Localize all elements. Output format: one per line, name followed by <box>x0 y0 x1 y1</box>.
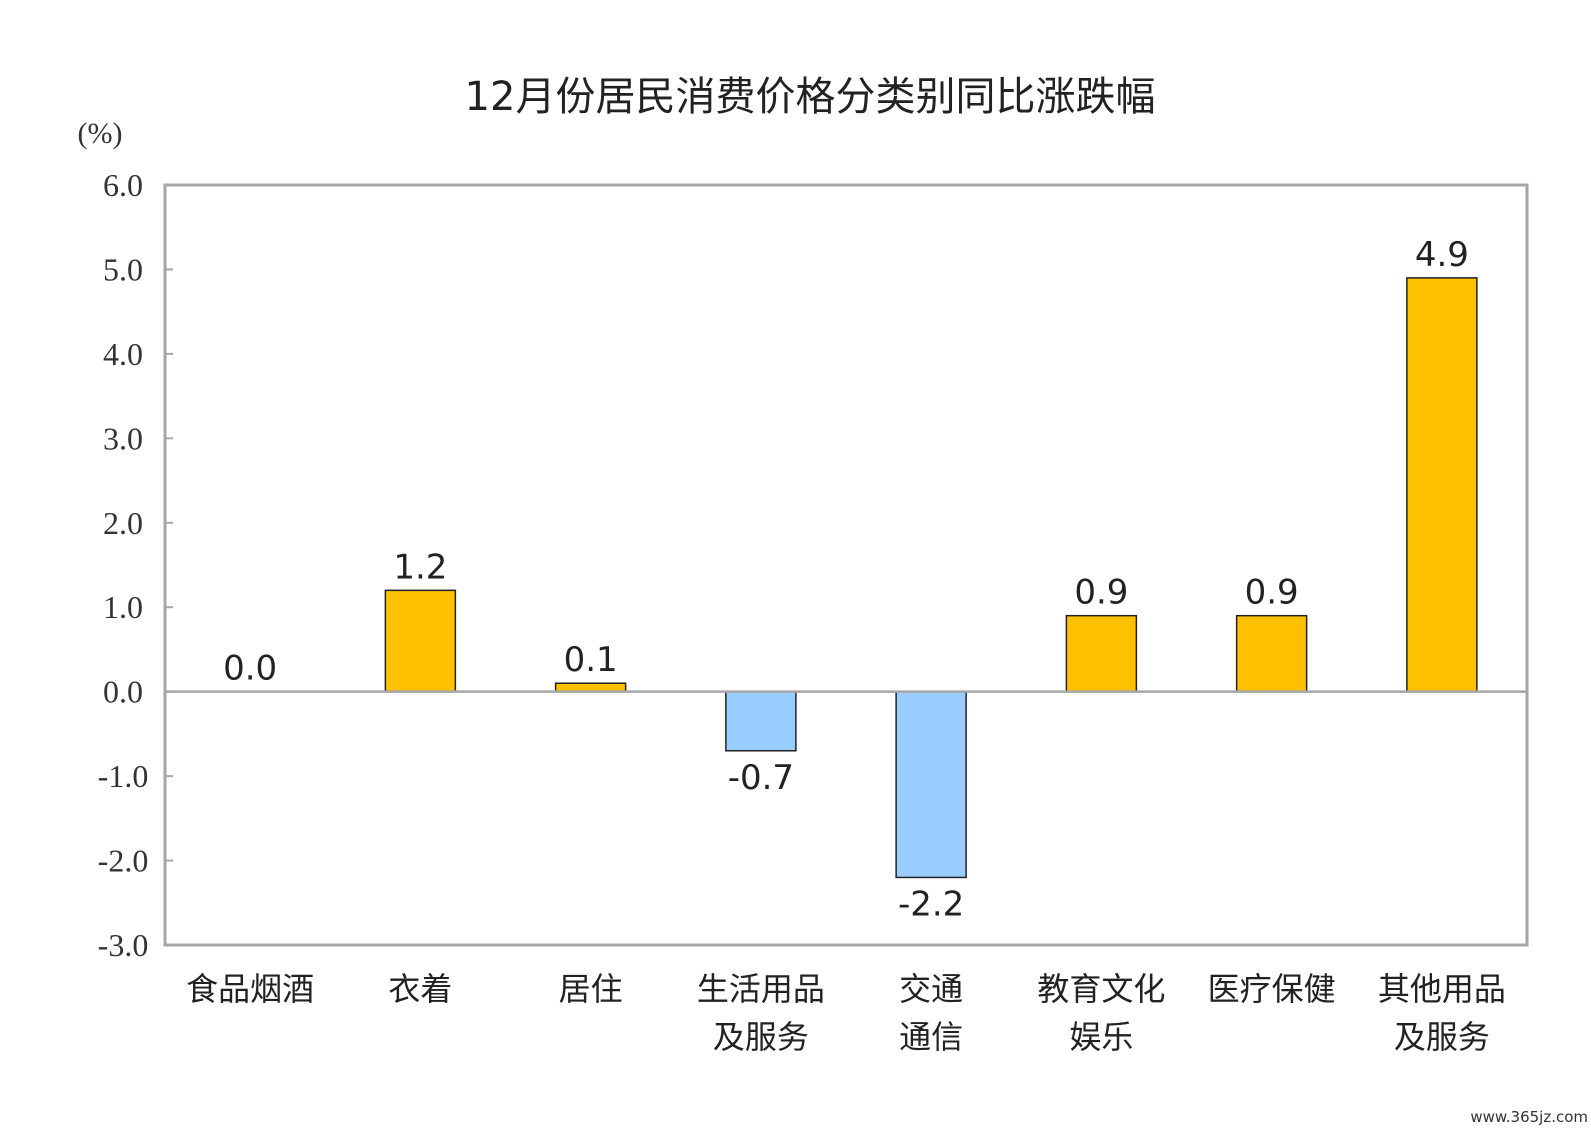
y-tick-label: -2.0 <box>98 843 149 879</box>
bar <box>895 690 967 879</box>
data-label: 0.9 <box>1245 573 1299 613</box>
y-axis-unit: (%) <box>78 117 123 150</box>
chart-title: 12月份居民消费价格分类别同比涨跌幅 <box>465 74 1156 120</box>
y-tick-label: 4.0 <box>103 336 143 372</box>
bar <box>384 589 457 693</box>
y-tick-label: 1.0 <box>103 589 143 625</box>
x-tick-label: 居住 <box>559 970 623 1008</box>
y-tick-label: 3.0 <box>103 420 143 456</box>
y-tick-label: 5.0 <box>103 251 143 287</box>
data-label: 0.0 <box>223 649 277 689</box>
bar <box>1406 277 1478 693</box>
data-label: -2.2 <box>898 884 964 924</box>
x-tick-label: 医疗保健 <box>1208 970 1336 1008</box>
y-tick-label: 2.0 <box>103 505 143 541</box>
x-tick-label: 生活用品 <box>697 970 825 1008</box>
plot-area: 6.0 5.0 4.0 3.0 2.0 1.0 0.0 -1.0 -2.0 -3.0 0.0 食品烟酒… <box>98 167 1529 1056</box>
watermark: www.365jz.com <box>1470 1108 1588 1126</box>
x-tick-label: 及服务 <box>1394 1018 1490 1056</box>
data-label: -0.7 <box>728 758 794 798</box>
x-tick-label: 食品烟酒 <box>186 970 314 1008</box>
y-tick-label: 0.0 <box>103 674 143 710</box>
bar <box>1235 614 1308 693</box>
x-tick-label: 通信 <box>899 1018 963 1056</box>
x-tick-label: 交通 <box>899 970 963 1008</box>
x-tick-label: 娱乐 <box>1069 1018 1133 1056</box>
data-label: 4.9 <box>1415 235 1469 275</box>
bar <box>725 690 797 752</box>
bar <box>1065 614 1138 693</box>
data-label: 1.2 <box>393 547 447 587</box>
y-tick-label: -1.0 <box>98 758 149 794</box>
plot-frame <box>163 183 1529 947</box>
y-tick-label: 6.0 <box>103 167 143 203</box>
x-tick-label: 其他用品 <box>1378 970 1506 1008</box>
data-label: 0.1 <box>564 640 618 680</box>
data-label: 0.9 <box>1074 573 1128 613</box>
x-tick-label: 及服务 <box>713 1018 809 1056</box>
x-tick-label: 教育文化 <box>1037 970 1165 1008</box>
bar <box>554 682 627 693</box>
x-tick-label: 衣着 <box>388 970 452 1008</box>
y-tick-label: -3.0 <box>98 927 149 963</box>
